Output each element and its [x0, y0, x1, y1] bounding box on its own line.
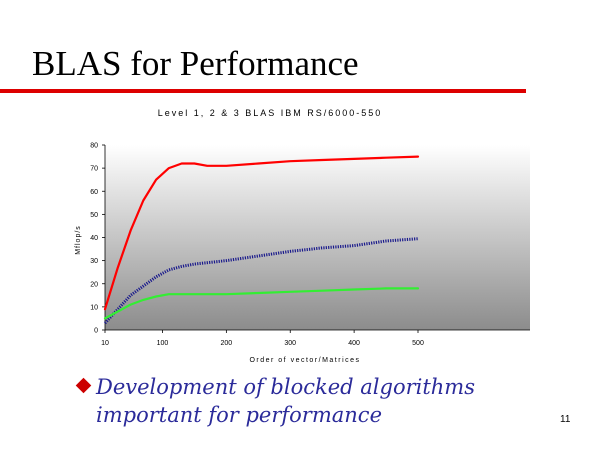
x-axis-label: Order of vector/Matrices — [249, 357, 360, 364]
series-line-1 — [103, 155, 420, 311]
title-rule — [0, 89, 526, 93]
series-layer — [103, 155, 420, 325]
slide-title: BLAS for Performance — [32, 44, 359, 83]
y-tick-label: 70 — [90, 166, 98, 173]
x-tick-label: 10 — [101, 340, 109, 347]
y-tick-label: 0 — [94, 328, 98, 335]
y-tick-label: 10 — [90, 304, 98, 311]
y-tick-label: 50 — [90, 212, 98, 219]
series-line-2 — [103, 237, 419, 325]
series-line-3 — [103, 287, 420, 320]
y-axis-label: Mflop/s — [75, 225, 82, 255]
x-axis-ticks: 10 100 200 300 400 500 — [101, 330, 424, 347]
y-tick-label: 60 — [90, 189, 98, 196]
x-tick-label: 200 — [221, 340, 233, 347]
y-tick-label: 20 — [90, 281, 98, 288]
y-tick-label: 80 — [90, 143, 98, 150]
x-tick-label: 100 — [157, 340, 169, 347]
x-tick-label: 400 — [348, 340, 360, 347]
y-axis-ticks: 0 10 20 30 40 50 60 70 80 — [90, 143, 105, 335]
page-number: 11 — [560, 414, 571, 425]
plot-area — [105, 145, 530, 330]
x-tick-label: 300 — [284, 340, 296, 347]
y-tick-label: 30 — [90, 258, 98, 265]
chart-title: Level 1, 2 & 3 BLAS IBM RS/6000-550 — [157, 108, 383, 118]
bullet-text: Development of blocked algorithms import… — [96, 375, 475, 427]
x-tick-label: 500 — [412, 340, 424, 347]
y-tick-label: 40 — [90, 235, 98, 242]
